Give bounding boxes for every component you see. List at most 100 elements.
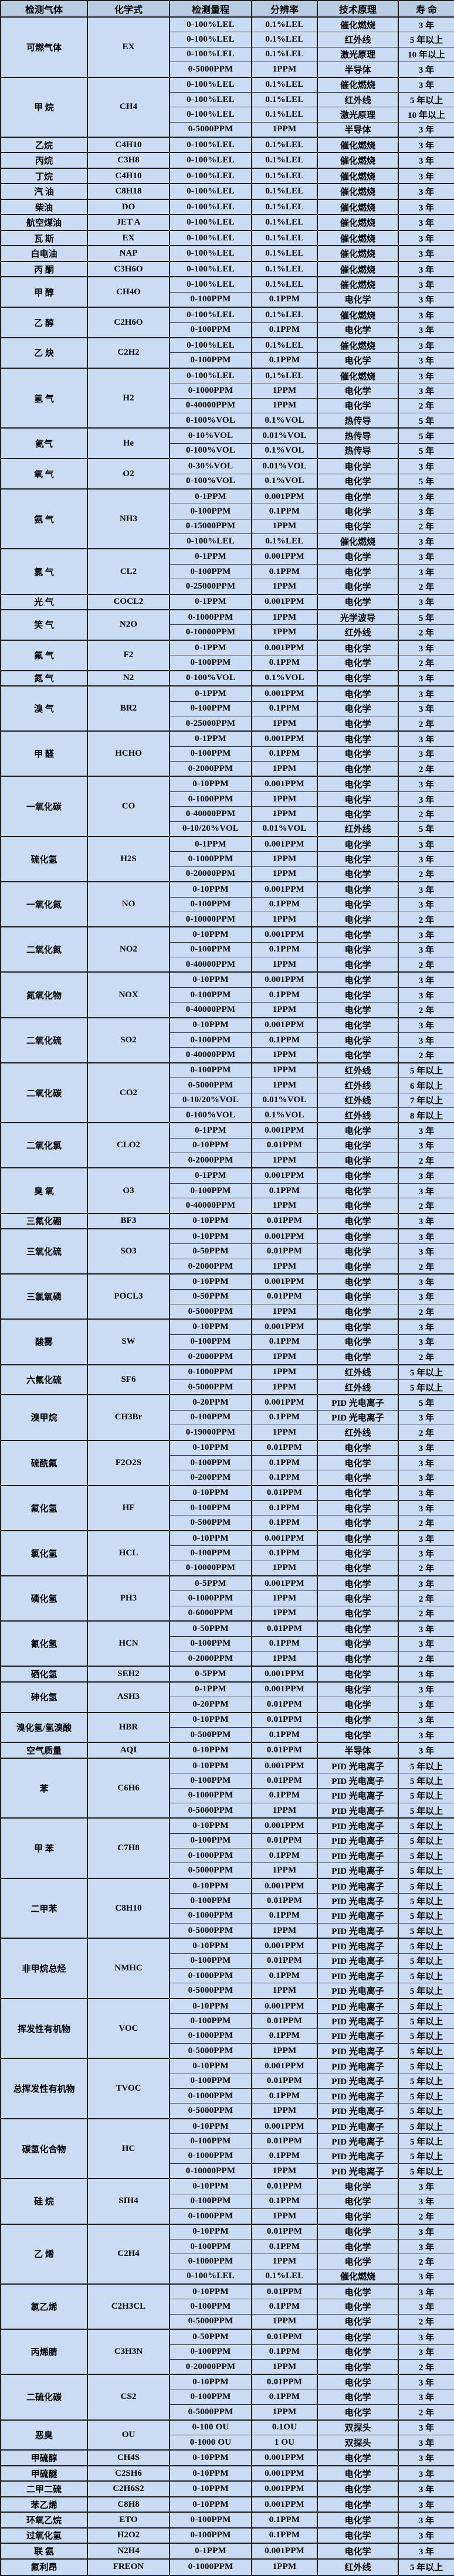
range-cell: 0-100%LEL (169, 367, 252, 383)
range-cell: 0-100%LEL (169, 337, 252, 353)
range-cell: 0-1000PPM (169, 851, 252, 867)
resolution-cell: 1PPM (251, 2558, 318, 2575)
range-cell: 0-30%VOL (169, 458, 252, 474)
table-row: 氮氧化物 NOX 0-10PPM 0.001PPM 电化学 3 年 (0, 971, 454, 1018)
table-row: 笑 气 N2O 0-1000PPM 1PPM 光学波导 5 年 (0, 609, 454, 640)
formula-cell: C2SH6 (87, 2465, 170, 2482)
table-row: 0-10/20%VOL 0.01%VOL 红外线 5 年 (1, 821, 454, 837)
resolution-cell: 0.1%LEL (251, 533, 318, 549)
lifespan-cell: 3 年 (398, 1454, 454, 1470)
resolution-cell: 1PPM (251, 2103, 318, 2119)
range-cell: 0-5000PPM (169, 1922, 252, 1939)
resolution-cell: 0.001PPM (251, 1318, 318, 1335)
formula-cell: AQI (87, 1742, 170, 1758)
gas-name-cell: 苯乙烯 (0, 2496, 88, 2513)
resolution-cell: 0.1PPM (251, 1515, 318, 1531)
principle-cell: 电化学 (317, 2374, 399, 2390)
resolution-cell: 0.1PPM (251, 1182, 318, 1198)
lifespan-cell: 3 年 (398, 2344, 454, 2360)
lifespan-cell: 2 年 (398, 2254, 454, 2269)
resolution-cell: 0.001PPM (251, 548, 318, 565)
table-row: 0-1000PPM 0.1PPM PID 光电离子 5 年以上 (1, 1908, 454, 1923)
gas-name-cell: 氯 气 (0, 548, 88, 594)
table-row: 硫酰氟 F2O2S 0-10PPM 0.01PPM 电化学 3 年 (0, 1439, 454, 1486)
resolution-cell: 0.1%VOL (251, 473, 318, 489)
formula-cell: CH4O (87, 276, 170, 308)
lifespan-cell: 2 年 (398, 1650, 454, 1667)
lifespan-cell: 3 年 (398, 639, 454, 655)
table-row: 0-100%LEL 0.1%LEL 红外线 5 年以上 (1, 91, 454, 107)
lifespan-cell: 5 年以上 (398, 1893, 454, 1909)
gas-name-cell: 白电油 (0, 245, 88, 261)
table-row: 0-100PPM 0.01PPM PID 光电离子 5 年以上 (1, 1893, 454, 1909)
resolution-cell: 0.01PPM (251, 1742, 318, 1758)
range-cell: 0-50PPM (169, 1243, 252, 1259)
resolution-cell: 1PPM (251, 806, 318, 822)
principle-cell: PID 光电离子 (317, 1922, 399, 1939)
lifespan-cell: 3 年 (398, 488, 454, 504)
gas-name-cell: 挥发性有机物 (0, 1997, 88, 2059)
range-cell: 0-100PPM (169, 1062, 252, 1078)
lifespan-cell: 3 年 (398, 2434, 454, 2451)
formula-cell: HCL (87, 1530, 170, 1576)
resolution-cell: 0.1PPM (251, 2344, 318, 2360)
range-cell: 0-100PPM (169, 2527, 252, 2544)
resolution-cell: 0.1%VOL (251, 670, 318, 687)
range-cell: 0-500PPM (169, 1515, 252, 1531)
gas-name-cell: 苯 (0, 1757, 88, 1819)
range-cell: 0-5000PPM (169, 1802, 252, 1819)
formula-cell: OU (87, 2419, 170, 2451)
principle-cell: 激光原理 (317, 46, 399, 62)
lifespan-cell: 2 年 (398, 2358, 454, 2375)
resolution-cell: 1PPM (251, 851, 318, 867)
range-cell: 0-10PPM (169, 1318, 252, 1335)
range-cell: 0-10000PPM (169, 624, 252, 640)
principle-cell: 电化学 (317, 1605, 399, 1622)
table-row: 0-100PPM 0.01PPM PID 光电离子 5 年以上 (1, 2013, 454, 2029)
principle-cell: 电化学 (317, 1349, 399, 1365)
table-row: 0-100PPM 0.1PPM 电化学 3 年 (1, 701, 454, 716)
table-row: 0-100PPM 0.1PPM 电化学 3 年 (1, 352, 454, 368)
gas-name-cell: 氦气 (0, 427, 88, 459)
gas-name-cell: 甲 醇 (0, 276, 88, 308)
gas-name-cell: 氯化氢 (0, 1530, 88, 1576)
principle-cell: 催化燃烧 (317, 2268, 399, 2285)
resolution-cell: 0.1%LEL (251, 307, 318, 323)
principle-cell: 催化燃烧 (317, 76, 399, 93)
resolution-cell: 0.1%LEL (251, 91, 318, 107)
table-row: 0-100PPM 0.01PPM PID 光电离子 5 年以上 (1, 2073, 454, 2089)
principle-cell: 电化学 (317, 987, 399, 1002)
range-cell: 0-1000PPM (169, 791, 252, 807)
lifespan-cell: 2 年 (398, 2208, 454, 2224)
resolution-cell: 1PPM (251, 957, 318, 973)
lifespan-cell: 5 年以上 (398, 1062, 454, 1078)
range-cell: 0-2000PPM (169, 1349, 252, 1365)
principle-cell: 电化学 (317, 1500, 399, 1515)
lifespan-cell: 3 年 (398, 2389, 454, 2405)
range-cell: 0-100PPM (169, 563, 252, 579)
lifespan-cell: 3 年 (398, 2193, 454, 2209)
table-row: 丁烷 C4H10 0-100%LEL 0.1%LEL 催化燃烧 3 年 (0, 167, 454, 184)
resolution-cell: 0.001PPM (251, 1228, 318, 1244)
range-cell: 0-1PPM (169, 1122, 252, 1139)
resolution-cell: 0.01PPM (251, 1243, 318, 1259)
table-row: 0-100%VOL 0.1%VOL 热传导 5 年 (1, 443, 454, 459)
formula-cell: HBR (87, 1711, 170, 1743)
principle-cell: 电化学 (317, 2178, 399, 2194)
resolution-cell: 1PPM (251, 1002, 318, 1018)
table-row: 光 气 COCL2 0-1PPM 0.001PPM 电化学 3 年 (0, 593, 454, 610)
principle-cell: 电化学 (317, 1198, 399, 1214)
principle-cell: 电化学 (317, 291, 399, 308)
formula-cell: C2H3CL (87, 2283, 170, 2330)
principle-cell: PID 光电离子 (317, 1983, 399, 1999)
lifespan-cell: 10 年以上 (398, 107, 454, 123)
range-cell: 0-100PPM (169, 655, 252, 671)
resolution-cell: 1PPM (251, 1258, 318, 1275)
lifespan-cell: 5 年以上 (398, 1922, 454, 1939)
lifespan-cell: 3 年 (398, 2374, 454, 2390)
resolution-cell: 0.001PPM (251, 1017, 318, 1033)
range-cell: 0-100%VOL (169, 1107, 252, 1123)
formula-cell: CO (87, 776, 170, 837)
table-row: 0-1000PPM 1PPM 电化学 3 年 (1, 383, 454, 399)
resolution-cell: 1PPM (251, 2254, 318, 2269)
